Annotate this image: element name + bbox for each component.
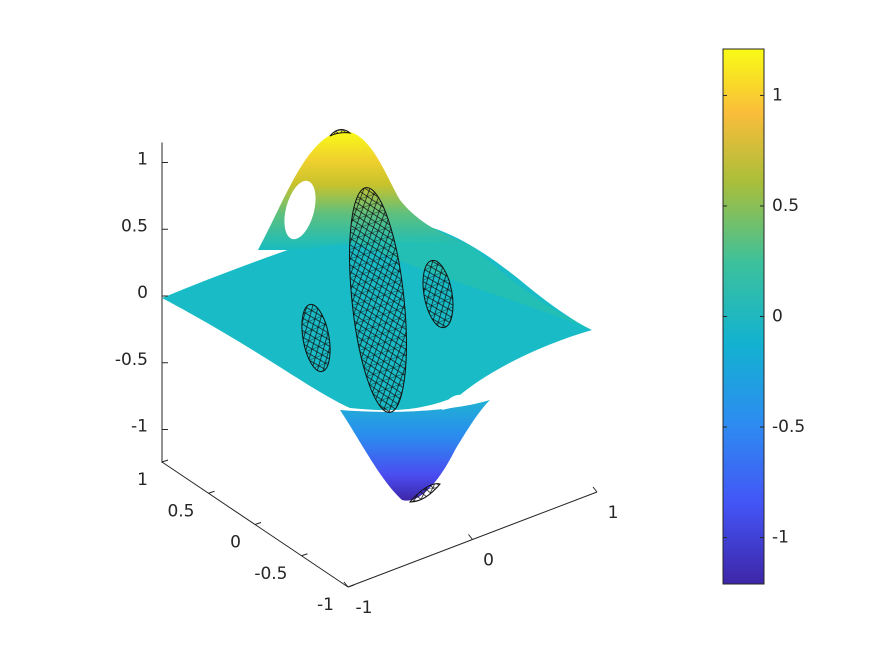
- mesh-patch: [422, 259, 454, 329]
- x-tick: [343, 581, 349, 588]
- hole: [442, 394, 468, 410]
- x-tick-label: 1: [608, 503, 619, 523]
- z-tick-label: 1: [137, 150, 148, 170]
- hole: [284, 180, 316, 240]
- y-tick: [254, 522, 262, 525]
- colorbar-tick-label: 1: [772, 85, 783, 105]
- z-tick-label: -1: [131, 417, 148, 437]
- x-tick: [468, 534, 473, 540]
- colorbar: [722, 48, 765, 585]
- surface-trough: [340, 400, 490, 501]
- x-tick-label: 0: [483, 551, 494, 571]
- y-tick-label: 0: [230, 533, 241, 553]
- x-tick-label: -1: [356, 598, 373, 618]
- y-tick: [161, 459, 169, 463]
- colorbar-tick-label: 0: [772, 307, 783, 327]
- surface-side: [350, 237, 592, 330]
- mesh-patch: [349, 187, 407, 413]
- z-tick-label: 0.5: [121, 216, 148, 236]
- z-tick-label: 0: [137, 283, 148, 303]
- y-tick-label: -0.5: [254, 564, 287, 584]
- y-tick: [208, 490, 215, 494]
- y-tick: [347, 584, 355, 588]
- y-tick: [301, 553, 308, 557]
- y-tick-label: -1: [317, 595, 334, 615]
- mesh-patch: [408, 483, 441, 503]
- y-tick-label: 1: [137, 470, 148, 490]
- mesh-patch: [301, 303, 331, 373]
- colorbar-tick-label: -0.5: [772, 417, 805, 437]
- surface: [162, 129, 592, 503]
- z-tick-label: -0.5: [115, 350, 148, 370]
- x-tick: [592, 486, 598, 493]
- colorbar-tick-label: -1: [772, 528, 789, 548]
- colorbar-tick-label: 0.5: [772, 196, 799, 216]
- y-tick-label: 0.5: [167, 501, 194, 521]
- mesh-patch: [329, 129, 352, 137]
